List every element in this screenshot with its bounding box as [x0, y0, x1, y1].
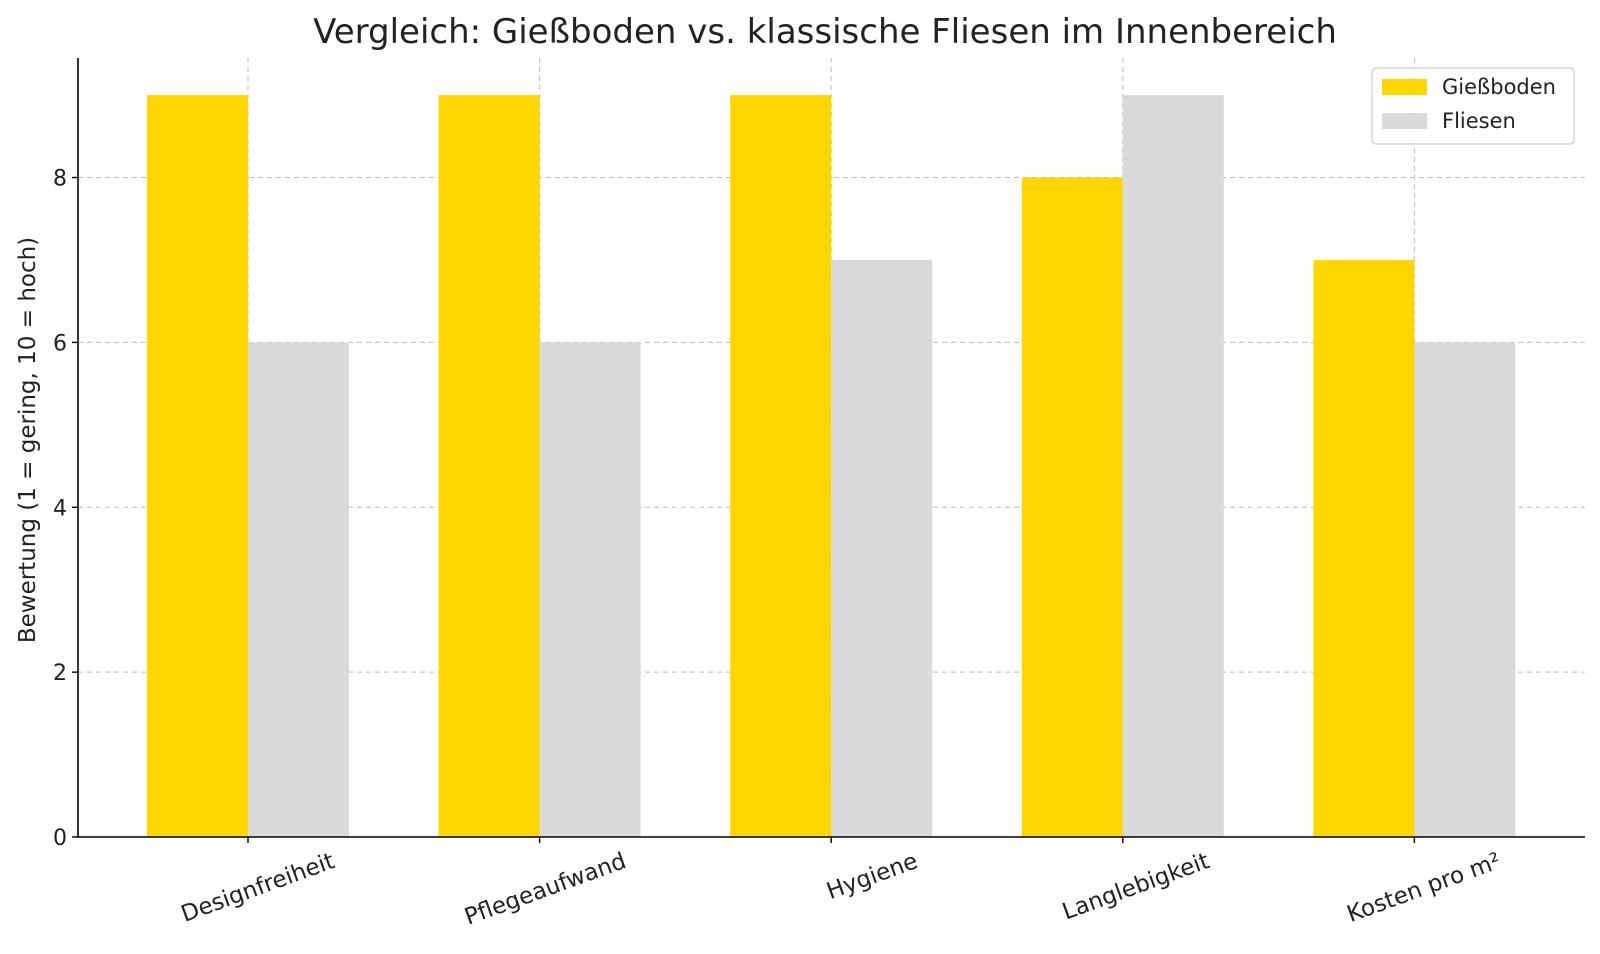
y-tick-label: 2 [53, 661, 67, 686]
bar-group [147, 95, 1516, 838]
x-tick-labels: Designfreiheit Pflegeaufwand Hygiene Langle… [178, 848, 1505, 930]
bar-giessboden [438, 95, 540, 838]
bar-giessboden [730, 95, 832, 838]
y-axis-label: Bewertung (1 = gering, 10 = hoch) [15, 237, 41, 643]
bar-giessboden [147, 95, 248, 838]
legend-swatch [1382, 79, 1427, 95]
x-tick-label: Kosten pro m² [1344, 848, 1505, 928]
x-tick-label: Langlebigkeit [1059, 848, 1213, 925]
x-tick-label: Hygiene [823, 848, 921, 905]
axes [72, 58, 1585, 843]
x-tick-label: Pflegeaufwand [461, 848, 629, 930]
y-tick-label: 8 [53, 167, 67, 192]
bar-fliesen [539, 342, 641, 837]
legend-label: Fliesen [1442, 109, 1516, 133]
y-tick-labels: 0 2 4 6 8 [53, 167, 67, 851]
bar-fliesen [1122, 95, 1224, 838]
bar-giessboden [1021, 177, 1123, 837]
bar-giessboden [1313, 259, 1415, 837]
legend: Gießboden Fliesen [1371, 67, 1575, 145]
bar-fliesen [248, 342, 349, 837]
bar-fliesen [1414, 342, 1516, 837]
y-tick-label: 4 [53, 496, 67, 521]
y-tick-label: 6 [53, 331, 67, 356]
x-tick-label: Designfreiheit [178, 848, 338, 928]
y-tick-label: 0 [53, 826, 67, 851]
bar-fliesen [831, 259, 933, 837]
legend-label: Gießboden [1442, 75, 1556, 99]
chart-title: Vergleich: Gießboden vs. klassische Flie… [313, 12, 1337, 52]
legend-swatch [1382, 113, 1427, 129]
